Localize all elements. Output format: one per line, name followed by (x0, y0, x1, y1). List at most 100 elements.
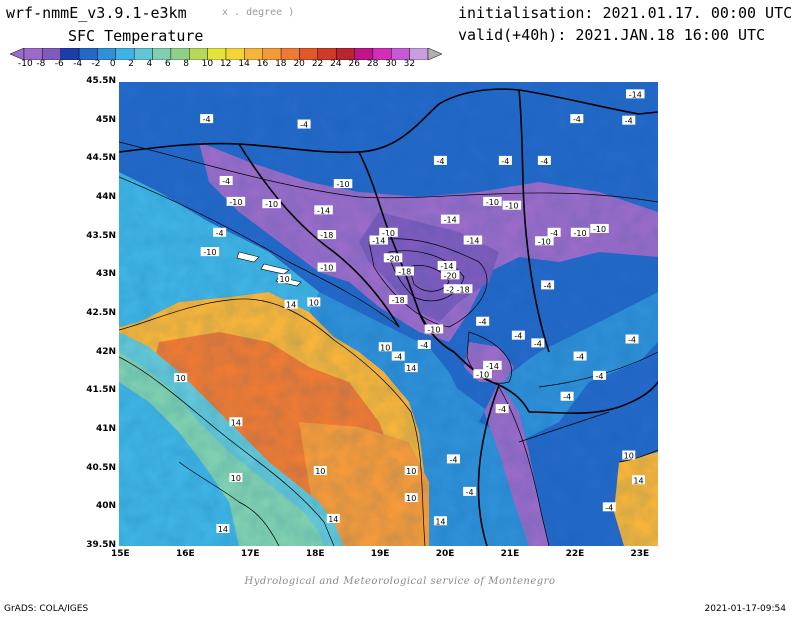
contour-label-bg (226, 196, 246, 206)
contour-label-text: -10 (337, 180, 350, 189)
contour-label: -18 (395, 266, 414, 276)
contour-label: -14 (626, 89, 645, 99)
contour-label-text: 14 (406, 364, 416, 373)
contour-label: 10 (313, 465, 327, 476)
contour-label-text: 14 (218, 525, 228, 534)
colorbar-label: 20 (293, 59, 305, 69)
contour-label-bg (593, 370, 607, 380)
colorbar-label: 18 (275, 59, 287, 69)
contour-label-bg (433, 516, 447, 526)
latitude-tick-label: 40.5N (86, 462, 116, 473)
contour-label-bg (502, 200, 522, 210)
contour-label-bg (317, 262, 337, 272)
contour-label-bg (404, 363, 418, 373)
contour-label-bg (326, 513, 340, 523)
latitude-tick-label: 41.5N (86, 385, 116, 396)
contour-label: -10 (535, 236, 554, 246)
colorbar-label: 0 (109, 59, 116, 69)
colorbar-label: 28 (366, 59, 379, 69)
contour-label-text: -4 (628, 336, 636, 345)
contour-label: -14 (437, 261, 457, 271)
colorbar-label: 2 (128, 59, 134, 69)
contour-line (119, 141, 658, 203)
contour-label: 14 (229, 417, 243, 427)
contour-label-text: 10 (280, 275, 290, 284)
units-note: x . degree ) (222, 7, 295, 18)
contour-label-text: -4 (449, 455, 457, 464)
contour-label-text: 10 (176, 374, 186, 383)
contour-label: -4 (511, 330, 525, 341)
contour-label-text: -4 (514, 332, 522, 341)
longitude-tick-label: 15E (111, 549, 130, 559)
colorbar-label: 4 (146, 59, 153, 69)
contour-label: -10 (262, 199, 281, 209)
contour-label: 10 (378, 342, 392, 352)
contour-label-bg (626, 89, 645, 99)
contour-label-text: -4 (501, 157, 509, 166)
contour-label-bg (333, 179, 353, 189)
contour-label-bg (511, 330, 525, 340)
contour-label: -10 (317, 262, 337, 273)
contour-label-text: -4 (466, 488, 474, 497)
contour-label-text: -14 (317, 206, 330, 215)
contour-label-text: -4 (300, 121, 308, 130)
map-panel[interactable]: -14 -4 -4 -4 -4 -4 -4 -4 -10 -4 -10 -10 -14 -10 -10 -4 -… (119, 82, 658, 546)
contour-label-bg (541, 280, 555, 290)
latitude-tick-label: 45.5N (86, 76, 116, 86)
contour-label-bg (307, 297, 321, 307)
contour-label-text: 14 (328, 515, 338, 524)
contour-label-text: -4 (544, 281, 552, 290)
footer-credit: Hydrological and Meteorological service … (244, 576, 556, 587)
contour-label-bg (483, 196, 502, 206)
contour-label: -4 (476, 316, 490, 327)
colorbar-max-arrow (427, 48, 442, 60)
contour-label-bg (383, 253, 403, 263)
texture-overlay (119, 82, 658, 546)
contour-label-bg (622, 450, 636, 460)
contour-label: -4 (200, 114, 214, 124)
contour-label-bg (404, 493, 418, 503)
contour-label-bg (200, 114, 214, 124)
contour-label-text: -18 (457, 285, 470, 294)
temperature-map[interactable]: -14 -4 -4 -4 -4 -4 -4 -4 -10 -4 -10 -10 -14 -10 -10 -4 -… (119, 82, 658, 546)
contour-label: -10 (473, 369, 492, 379)
contour-label-bg (547, 227, 561, 237)
contour-label-text: 10 (315, 467, 325, 476)
border-line (238, 143, 400, 328)
contour-label: -4 (446, 454, 460, 464)
colorbar-label: 30 (385, 59, 397, 69)
contour-label-bg (229, 417, 243, 427)
contour-line (618, 449, 658, 463)
contour-line (119, 176, 400, 328)
contour-label-bg (395, 266, 414, 276)
contour-line (388, 250, 465, 302)
contour-label: -4 (541, 280, 555, 290)
contour-line (408, 265, 450, 292)
colorbar-label: -4 (73, 59, 83, 69)
contour-label-bg (537, 155, 551, 165)
contour-label: -14 (440, 214, 460, 225)
colorbar-label: -2 (91, 59, 101, 69)
latitude-tick-label: 42.5N (86, 308, 116, 318)
contour-label-bg (476, 316, 490, 326)
longitude-tick-label: 23E (630, 549, 650, 559)
contour-label-bg (388, 295, 408, 305)
latitude-tick-label: 40N (95, 501, 116, 512)
color-scale-labels: -10 -8 -6 -4 -2 0 2 4 6 8 10 12 14 16 18 20 22 24 26 28 30 32 (10, 59, 442, 71)
contour-label-bg (453, 284, 473, 294)
contour-label-text: 14 (286, 301, 296, 310)
colorbar-label: 14 (238, 59, 250, 69)
contour-label-text: 14 (435, 517, 445, 526)
contour-label-text: -20 (387, 254, 400, 263)
colorbar-label: 24 (330, 59, 342, 69)
contour-label-text: -4 (576, 353, 584, 362)
colorbar-label: 8 (183, 59, 189, 69)
footer-software: GrADS: COLA/IGES (4, 604, 89, 614)
longitude-tick-label: 18E (305, 549, 325, 559)
contour-label: -18 (453, 284, 473, 294)
contour-label-text: 10 (406, 467, 416, 476)
contour-label-bg (531, 338, 545, 348)
contour-label-bg (378, 342, 392, 352)
contour-label: -10 (570, 227, 590, 238)
contour-label-text: -4 (216, 229, 224, 238)
